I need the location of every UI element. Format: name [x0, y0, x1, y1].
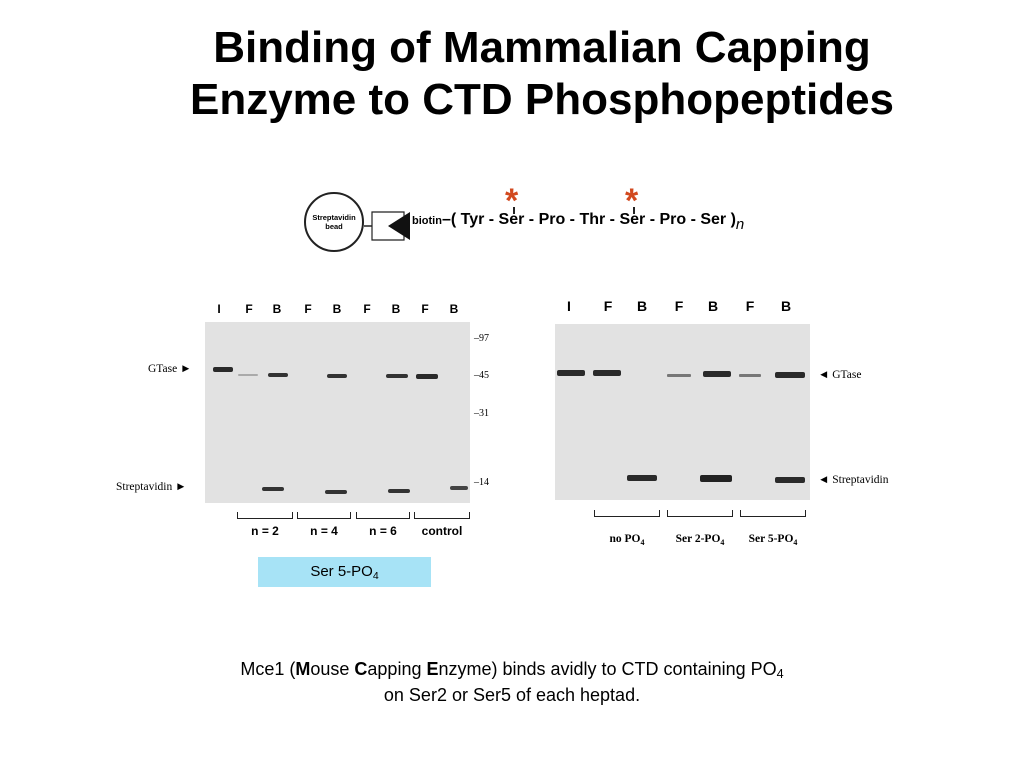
- left-lane-label: B: [272, 302, 282, 316]
- mw-marker: –14: [474, 477, 489, 488]
- group-bracket: [594, 510, 660, 517]
- group-label: Ser 5-PO4: [748, 533, 798, 547]
- band: [627, 475, 657, 481]
- caption-line-2: on Ser2 or Ser5 of each heptad.: [383, 685, 641, 705]
- group-label: no PO4: [609, 533, 645, 547]
- repeat-n: n: [735, 216, 745, 233]
- right-lane-label: F: [674, 298, 684, 314]
- right-gel-bands: [557, 370, 805, 483]
- group-label: n = 4: [310, 524, 338, 538]
- right-gtase-label: ◄ GTase: [818, 369, 862, 381]
- band: [557, 370, 585, 376]
- left-lane-label: I: [217, 302, 221, 316]
- mw-marker: –97: [474, 333, 489, 344]
- dash: –: [441, 211, 451, 228]
- mw-marker: –45: [474, 370, 489, 381]
- band: [775, 477, 805, 483]
- left-lane-label: B: [332, 302, 342, 316]
- left-gel-image: [205, 322, 470, 503]
- band: [262, 487, 284, 491]
- caption-line-1: Mce1 (Mouse Capping Enzyme) binds avidly…: [240, 659, 784, 681]
- band: [388, 489, 410, 493]
- ctd-sequence: biotin–( Tyr - Ser - Pro - Thr - Ser - P…: [412, 211, 744, 233]
- mw-marker: –31: [474, 408, 489, 419]
- group-bracket: [297, 512, 351, 519]
- band: [593, 370, 621, 376]
- biotin-wedge: [388, 212, 410, 240]
- band: [450, 486, 468, 490]
- bead-label-2: bead: [325, 222, 343, 231]
- right-streptavidin-label: ◄ Streptavidin: [818, 474, 889, 486]
- band: [327, 374, 347, 378]
- group-label: Ser 2-PO4: [675, 533, 725, 547]
- biotin-label: biotin: [412, 215, 442, 227]
- left-streptavidin-label: Streptavidin ►: [116, 481, 187, 493]
- right-lane-label: I: [567, 298, 571, 314]
- left-lane-label: F: [245, 302, 253, 316]
- left-lane-label: B: [449, 302, 459, 316]
- band: [703, 371, 731, 377]
- slide-title: Binding of Mammalian Capping Enzyme to C…: [0, 22, 1024, 126]
- group-label: n = 2: [251, 524, 279, 538]
- left-lane-label: F: [304, 302, 312, 316]
- title-line-1: Binding of Mammalian Capping: [213, 23, 871, 72]
- bead-label-1: Streptavidin: [312, 213, 356, 222]
- right-lane-label: F: [603, 298, 613, 314]
- right-lane-label: F: [745, 298, 755, 314]
- band: [238, 374, 258, 376]
- group-label: control: [421, 524, 463, 538]
- right-lane-label: B: [636, 298, 648, 314]
- band: [739, 374, 761, 377]
- right-gel-image: [555, 324, 810, 500]
- streptavidin-bead: Streptavidin bead: [304, 192, 364, 252]
- left-lane-label: B: [391, 302, 401, 316]
- group-bracket: [237, 512, 293, 519]
- band: [386, 374, 408, 378]
- right-lane-label: B: [780, 298, 792, 314]
- band: [213, 367, 233, 372]
- biotin-binding-diagram: [364, 211, 410, 241]
- marker-tick: [633, 207, 635, 214]
- band: [700, 475, 732, 482]
- ser5-highlight-box: Ser 5-PO4: [258, 557, 431, 587]
- group-bracket: [667, 510, 733, 517]
- heptad-sequence: ( Tyr - Ser - Pro - Thr - Ser - Pro - Se…: [450, 211, 736, 228]
- group-bracket: [356, 512, 410, 519]
- left-lane-label: F: [421, 302, 429, 316]
- band: [416, 374, 438, 379]
- title-line-2: Enzyme to CTD Phosphopeptides: [189, 75, 895, 124]
- highlight-label: Ser 5-PO: [310, 563, 373, 580]
- right-lane-label: B: [707, 298, 719, 314]
- slide-caption: Mce1 (Mouse Capping Enzyme) binds avidly…: [0, 656, 1024, 708]
- band: [667, 374, 691, 377]
- band: [775, 372, 805, 378]
- left-gtase-label: GTase ►: [148, 363, 192, 375]
- group-label: n = 6: [369, 524, 397, 538]
- band: [268, 373, 288, 377]
- group-bracket: [740, 510, 806, 517]
- left-gel-bands: [213, 367, 468, 494]
- group-bracket: [414, 512, 470, 519]
- band: [325, 490, 347, 494]
- marker-tick: [513, 207, 515, 214]
- highlight-sub: 4: [372, 570, 379, 582]
- left-lane-label: F: [363, 302, 371, 316]
